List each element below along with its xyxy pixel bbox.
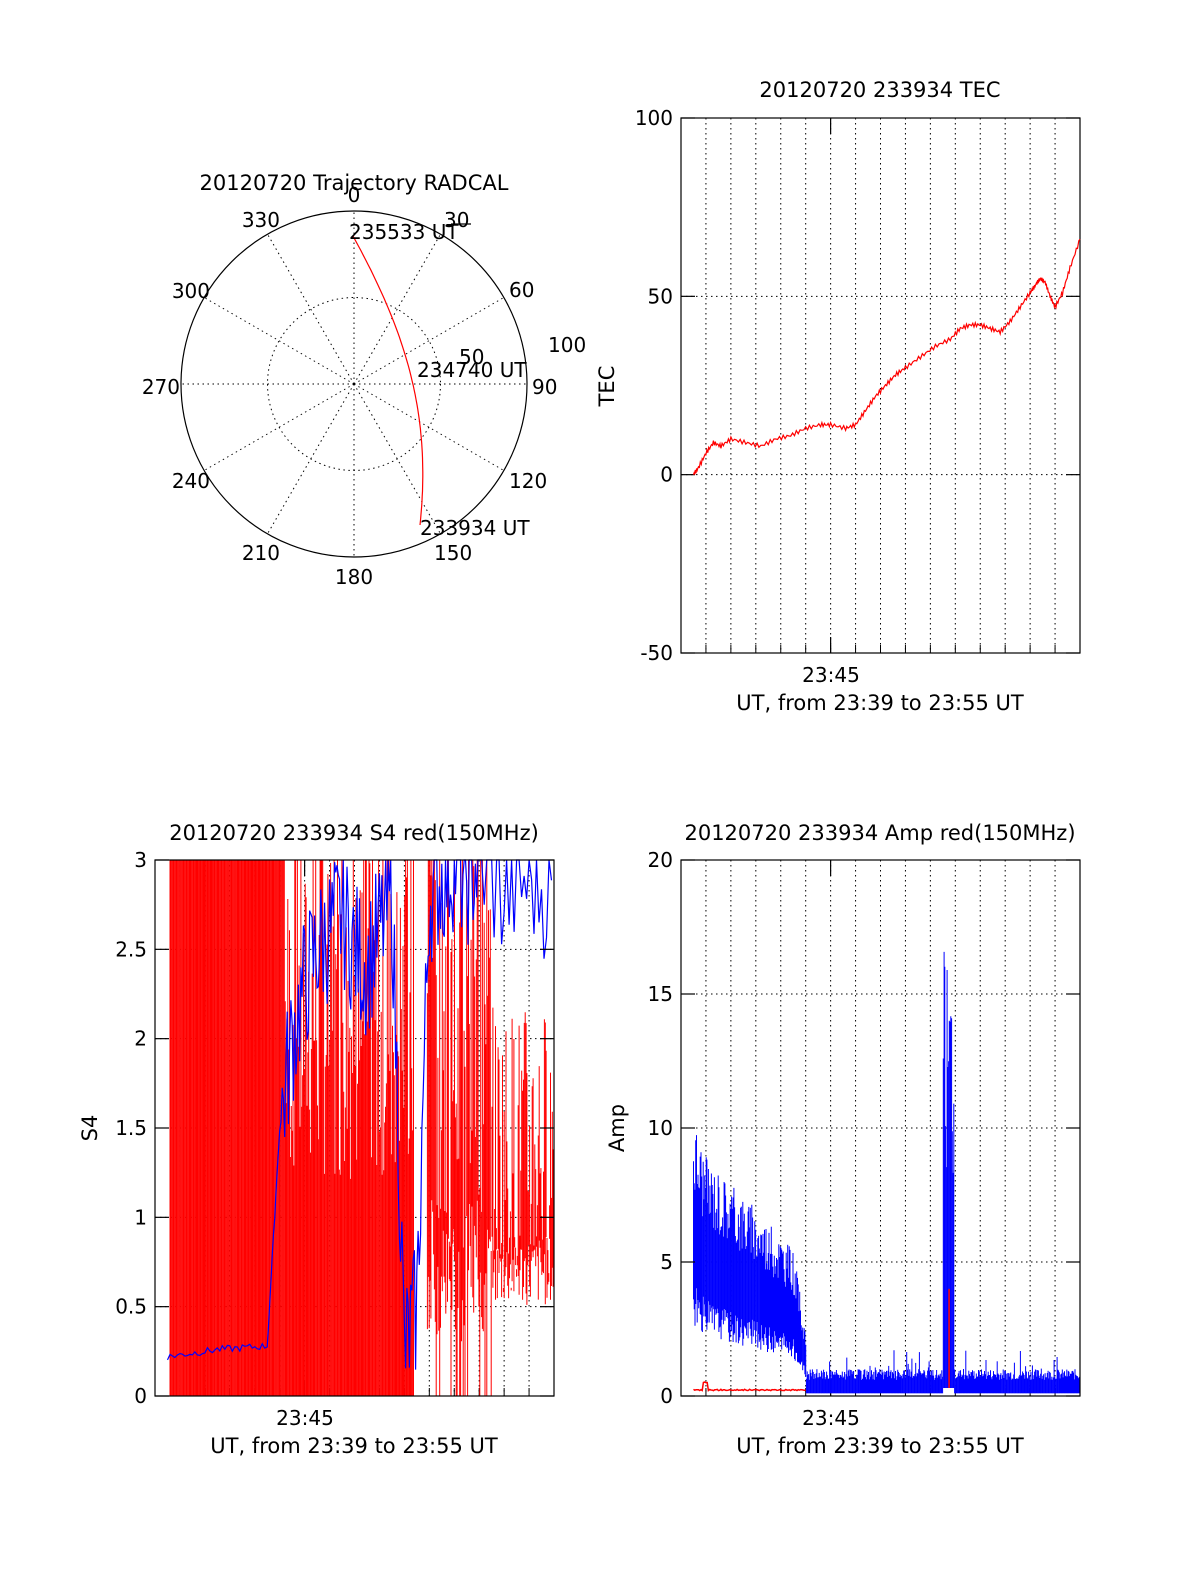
y-tick-label: 10 <box>648 1116 673 1140</box>
tec-frame <box>680 117 1081 654</box>
y-tick-label: 3 <box>134 848 147 872</box>
tec-y-ticks: 100 50 0 -50 <box>635 106 1080 665</box>
trajectory-label-end: 235533 UT <box>349 220 459 244</box>
tec-series-line <box>692 238 1081 475</box>
polar-radius-label-50: 50 <box>459 345 484 369</box>
y-tick-label: 2.5 <box>115 937 147 961</box>
polar-spoke-210 <box>267 383 355 535</box>
y-tick-label: 15 <box>648 982 673 1006</box>
amp-y-label: Amp <box>605 1104 629 1152</box>
polar-angle-label-180: 180 <box>335 565 373 589</box>
polar-angle-label-60: 60 <box>509 278 534 302</box>
polar-angle-label-120: 120 <box>509 469 547 493</box>
polar-radius-label-100: 100 <box>548 333 586 357</box>
y-tick-label: 0 <box>660 1384 673 1408</box>
polar-angle-label-210: 210 <box>242 541 280 565</box>
polar-angle-label-0: 0 <box>348 183 361 207</box>
y-tick-label: -50 <box>640 641 673 665</box>
s4-blue-series <box>166 859 553 1370</box>
amp-red-series <box>693 1288 950 1392</box>
amp-y-ticks: 20 15 10 5 0 <box>648 848 1080 1408</box>
polar-angle-label-300: 300 <box>172 279 210 303</box>
y-tick-label: 1 <box>134 1205 147 1229</box>
amp-x-label: UT, from 23:39 to 23:55 UT <box>736 1434 1024 1458</box>
polar-plot: 20120720 Trajectory RADCAL 0 30 60 90 120 150… <box>142 171 586 589</box>
s4-x-label: UT, from 23:39 to 23:55 UT <box>210 1434 498 1458</box>
polar-angle-label-270: 270 <box>142 375 180 399</box>
polar-angle-label-150: 150 <box>434 541 472 565</box>
tec-title: 20120720 233934 TEC <box>759 78 1000 102</box>
polar-angle-label-30: 30 <box>444 208 469 232</box>
tec-grid <box>681 118 1080 653</box>
polar-radius-labels: 50 100 <box>459 333 586 369</box>
amp-title: 20120720 233934 Amp red(150MHz) <box>684 821 1075 845</box>
amp-red-line <box>693 1381 806 1392</box>
y-tick-label: 0 <box>660 463 673 487</box>
polar-spoke-330 <box>267 233 355 385</box>
polar-angle-label-330: 330 <box>242 208 280 232</box>
polar-spoke-60 <box>353 297 505 385</box>
s4-plot: 20120720 233934 S4 red(150MHz) 3 2.5 2 1.5 1… <box>78 821 555 1458</box>
polar-title: 20120720 Trajectory RADCAL <box>200 171 509 195</box>
y-tick-label: 2 <box>134 1027 147 1051</box>
amp-blue-series <box>693 951 1080 1394</box>
y-tick-label: 0.5 <box>115 1295 147 1319</box>
polar-spoke-240 <box>203 383 355 471</box>
s4-x-tick-label: 23:45 <box>276 1406 334 1430</box>
polar-spoke-150 <box>353 383 441 535</box>
trajectory-line <box>352 235 424 526</box>
s4-y-label: S4 <box>78 1115 102 1142</box>
tec-x-label: UT, from 23:39 to 23:55 UT <box>736 691 1024 715</box>
y-tick-label: 5 <box>660 1250 673 1274</box>
polar-spoke-120 <box>353 383 505 471</box>
s4-y-ticks: 3 2.5 2 1.5 1 0.5 0 <box>115 848 554 1408</box>
amp-plot: 20120720 233934 Amp red(150MHz) 20 15 10 5 0… <box>605 821 1081 1458</box>
amp-x-tick-label: 23:45 <box>802 1406 860 1430</box>
polar-angle-label-240: 240 <box>172 469 210 493</box>
y-tick-label: 50 <box>648 284 673 308</box>
polar-spoke-300 <box>203 297 355 385</box>
polar-angle-label-90: 90 <box>532 375 557 399</box>
tec-y-label: TEC <box>595 366 619 408</box>
y-tick-label: 20 <box>648 848 673 872</box>
polar-angle-labels: 0 30 60 90 120 150 180 210 240 270 300 330 <box>142 183 558 589</box>
polar-grid <box>181 211 527 557</box>
trajectory-label-mid: 234740 UT <box>417 358 527 382</box>
y-tick-label: 100 <box>635 106 673 130</box>
s4-title: 20120720 233934 S4 red(150MHz) <box>169 821 539 845</box>
y-tick-label: 0 <box>134 1384 147 1408</box>
y-tick-label: 1.5 <box>115 1116 147 1140</box>
trajectory-label-start: 233934 UT <box>420 516 530 540</box>
s4-red-series <box>169 860 554 1396</box>
polar-outer-circle <box>180 210 528 558</box>
tec-x-tick-label: 23:45 <box>802 663 860 687</box>
polar-spoke-30 <box>353 233 441 385</box>
